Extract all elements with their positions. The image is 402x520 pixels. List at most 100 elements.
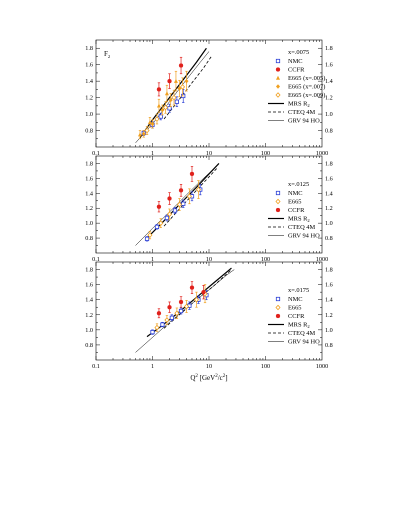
y-tick-label-left: 1.6 — [85, 175, 93, 182]
x-tick-label: 100 — [261, 363, 270, 370]
panel-x-0125: 0.1 1 10 100 1000 0.8 0.8 1.0 1.0 1.2 1.2 1.4 1.4 1.6… — [85, 155, 333, 263]
legend-label: CTEQ 4M — [288, 224, 315, 231]
x-tick-label: 1000 — [316, 150, 328, 157]
x-axis-label-part: /c — [218, 374, 223, 382]
y-tick-label-left: 1.0 — [85, 111, 93, 118]
curve-cteq-4m — [163, 56, 212, 120]
y-tick-label-right: 1.0 — [325, 327, 333, 334]
legend-label: GRV 94 HO — [288, 339, 320, 346]
x-axis-label-part: ] — [225, 374, 227, 382]
series-ccfr-point — [156, 311, 162, 316]
y-tick-label-right: 1.2 — [325, 205, 333, 212]
series-ccfr-point — [167, 305, 172, 310]
panel-x-0175: 0.1 1 10 100 1000 0.8 0.8 1.0 1.0 1.2 1.2 1.4 1.4 1.6… — [85, 261, 333, 382]
y-tick-label-right: 1.0 — [325, 220, 333, 227]
series-e665-x-009--point — [162, 104, 169, 111]
legend-label: CTEQ 4M — [288, 109, 315, 116]
series-ccfr-point — [201, 290, 206, 295]
y-tick-label-right: 0.8 — [325, 235, 333, 242]
y-tick-label-right: 1.4 — [325, 297, 333, 304]
legend-label-subscript: 2 — [307, 103, 310, 108]
series-nmc-point — [160, 322, 165, 327]
y-tick-label-left: 1.4 — [85, 190, 93, 197]
legend-marker — [275, 304, 281, 311]
x-tick-label: 10 — [206, 150, 212, 157]
y-tick-label-left: 1.8 — [85, 160, 93, 167]
series-e665-x-007--point — [184, 78, 189, 84]
series-ccfr-point — [156, 204, 162, 209]
legend-marker — [275, 58, 281, 64]
x-axis-label: Q2 [GeV2/c2] — [190, 374, 227, 382]
series-nmc-point — [158, 114, 163, 119]
legend-label: NMC — [288, 190, 303, 197]
legend-label: MRS R2 — [288, 322, 310, 330]
y-tick-label-left: 0.8 — [85, 342, 93, 349]
series-e665-x-009--point — [171, 94, 177, 101]
series-nmc-point — [178, 308, 184, 314]
y-tick-label-right: 1.8 — [325, 45, 333, 52]
y-tick-label-right: 1.2 — [325, 312, 333, 319]
legend-label: CTEQ 4M — [288, 330, 315, 337]
legend-marker — [275, 67, 281, 72]
x-axis-label-part: 2 — [195, 374, 198, 379]
y-tick-label-right: 1.8 — [325, 160, 333, 167]
series-e665-point — [158, 220, 164, 226]
series-e665-x-007--point — [141, 131, 146, 137]
legend-marker — [276, 75, 280, 80]
series-e665-x-005--point — [147, 120, 152, 125]
series-nmc-point — [172, 208, 178, 213]
y-tick-label-left: 1.4 — [85, 78, 93, 85]
series-ccfr-point — [156, 87, 162, 92]
legend-header: x=.0125 — [288, 181, 309, 188]
legend-label: E665 (x=.005) — [288, 75, 325, 82]
series-e665-point — [164, 317, 170, 323]
y-tick-label-right: 1.4 — [325, 190, 333, 197]
series-e665-x-009--point — [179, 84, 186, 90]
legend-label: NMC — [288, 58, 303, 65]
y-tick-label-right: 0.8 — [325, 128, 333, 135]
y-tick-label-left: 1.8 — [85, 267, 93, 274]
series-e665-x-005--point — [173, 78, 178, 83]
panel-title-subscript: 2 — [108, 54, 111, 59]
legend-label-subscript: 2 — [307, 324, 310, 329]
series-e665-x-005--point — [156, 103, 161, 108]
y-tick-label-left: 1.8 — [85, 45, 93, 52]
y-tick-label-left: 1.6 — [85, 62, 93, 69]
series-ccfr-point — [178, 299, 184, 305]
series-e665-point — [176, 201, 182, 208]
y-tick-label-right: 1.8 — [325, 267, 333, 274]
y-tick-label-left: 1.2 — [85, 205, 93, 212]
legend-label: E665 — [288, 305, 302, 312]
legend-label: E665 (x=.007) — [288, 84, 325, 91]
legend-marker — [275, 296, 281, 302]
x-tick-label: 10 — [206, 363, 212, 370]
y-tick-label-left: 1.4 — [85, 297, 93, 304]
x-tick-label: 1000 — [316, 256, 328, 263]
legend-header: x=.0175 — [288, 287, 309, 294]
series-nmc-point — [164, 215, 170, 221]
series-nmc-point — [181, 201, 186, 206]
legend-marker — [275, 92, 281, 98]
y-tick-label-left: 0.8 — [85, 128, 93, 135]
curve-grv-94-ho — [135, 269, 235, 353]
series-nmc-point — [169, 315, 174, 320]
legend-label: CCFR — [288, 207, 305, 214]
series-e665-point — [166, 211, 173, 217]
x-axis-label-part: 2 — [223, 374, 226, 379]
legend-label-subscript: 2 — [307, 218, 310, 223]
x-tick-label: 10 — [206, 256, 212, 263]
x-tick-label: 100 — [261, 256, 270, 263]
y-tick-label-left: 1.2 — [85, 95, 93, 102]
series-e665-point — [147, 232, 153, 238]
legend-label: E665 — [288, 199, 302, 206]
legend-marker — [275, 313, 281, 319]
x-tick-label: 0.1 — [92, 150, 100, 157]
x-tick-label: 1000 — [316, 363, 328, 370]
x-tick-label: 100 — [261, 150, 270, 157]
legend-label: E665 (x=.009) — [288, 92, 325, 99]
x-tick-label: 1 — [151, 150, 154, 157]
y-tick-label-right: 0.8 — [325, 342, 333, 349]
y-tick-label-right: 1.6 — [325, 282, 333, 289]
series-e665-x-009--point — [144, 127, 150, 134]
